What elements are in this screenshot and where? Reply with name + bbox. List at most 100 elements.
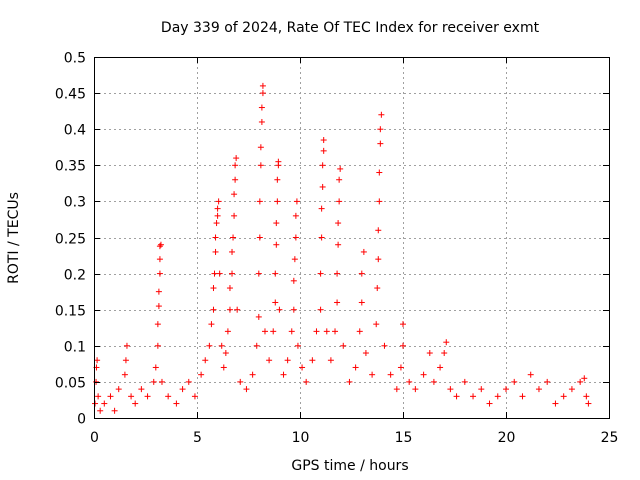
x-axis-label: GPS time / hours [291,458,408,474]
data-point [420,371,427,378]
data-point [585,400,592,407]
data-point [443,339,450,346]
data-point [210,306,217,313]
data-point [373,321,380,328]
data-point [494,393,501,400]
data-point [519,393,526,400]
y-tick-label: 0.25 [55,232,86,248]
y-tick-label: 0.1 [64,340,86,356]
data-point [352,364,359,371]
data-point [214,212,221,219]
data-point [332,328,339,335]
x-tick-label: 5 [193,430,202,446]
data-point [231,212,238,219]
data-point [293,198,300,205]
data-point [272,299,279,306]
data-point [122,357,129,364]
data-point [274,176,281,183]
data-point [273,220,280,227]
y-tick-label: 0.35 [55,159,86,175]
data-point [470,393,477,400]
data-point [377,126,384,133]
data-point [101,400,108,407]
data-point [303,378,310,385]
data-point [253,342,260,349]
data-point [292,234,299,241]
data-point [232,176,239,183]
data-point [511,378,518,385]
data-point [544,378,551,385]
x-tick-label: 0 [90,430,99,446]
data-point [212,234,219,241]
data-point [152,364,159,371]
data-point [356,328,363,335]
data-point [213,220,220,227]
data-point [154,321,161,328]
data-point [256,198,263,205]
data-point [583,393,590,400]
data-point [406,378,413,385]
data-point [234,306,241,313]
data-point [233,155,240,162]
data-point [552,400,559,407]
data-point [144,393,151,400]
data-point [231,191,238,198]
data-point [222,350,229,357]
chart-title: Day 339 of 2024, Rate Of TEC Index for r… [161,20,540,36]
data-point [115,386,122,393]
data-point [317,270,324,277]
data-point [486,400,493,407]
data-point [290,277,297,284]
data-point [274,198,281,205]
data-point [276,306,283,313]
y-tick-label: 0.05 [55,376,86,392]
data-point [318,234,325,241]
data-point [95,393,102,400]
data-point [220,364,227,371]
data-point [381,342,388,349]
data-point [313,328,320,335]
data-point [280,371,287,378]
data-point [257,144,264,151]
y-tick-label: 0.2 [64,268,86,284]
data-point [453,393,460,400]
data-point [426,350,433,357]
data-point [375,227,382,234]
data-point [107,393,114,400]
data-point [291,256,298,263]
data-point [374,285,381,292]
data-point [376,198,383,205]
data-point [272,270,279,277]
data-point [191,393,198,400]
data-point [320,137,327,144]
data-point [224,328,231,335]
data-point [375,256,382,263]
data-point [270,328,277,335]
data-point [185,378,192,385]
data-point [173,400,180,407]
x-tick-labels: 0 5 10 15 20 25 [90,430,618,446]
data-point [214,205,221,212]
data-point [393,386,400,393]
data-point [397,364,404,371]
data-point [327,357,334,364]
y-tick-label: 0.5 [64,51,86,67]
y-tick-label: 0.3 [64,195,86,211]
data-point [334,270,341,277]
data-point [257,162,264,169]
data-point [441,350,448,357]
data-point [155,303,162,310]
data-point [156,256,163,263]
x-tick-label: 15 [395,430,413,446]
data-point [527,371,534,378]
data-point [299,364,306,371]
data-point [334,299,341,306]
data-point [336,198,343,205]
data-point [346,378,353,385]
data-point [132,400,139,407]
data-point [202,357,209,364]
data-point [211,270,218,277]
data-point [150,378,157,385]
data-point [319,183,326,190]
data-point [226,306,233,313]
